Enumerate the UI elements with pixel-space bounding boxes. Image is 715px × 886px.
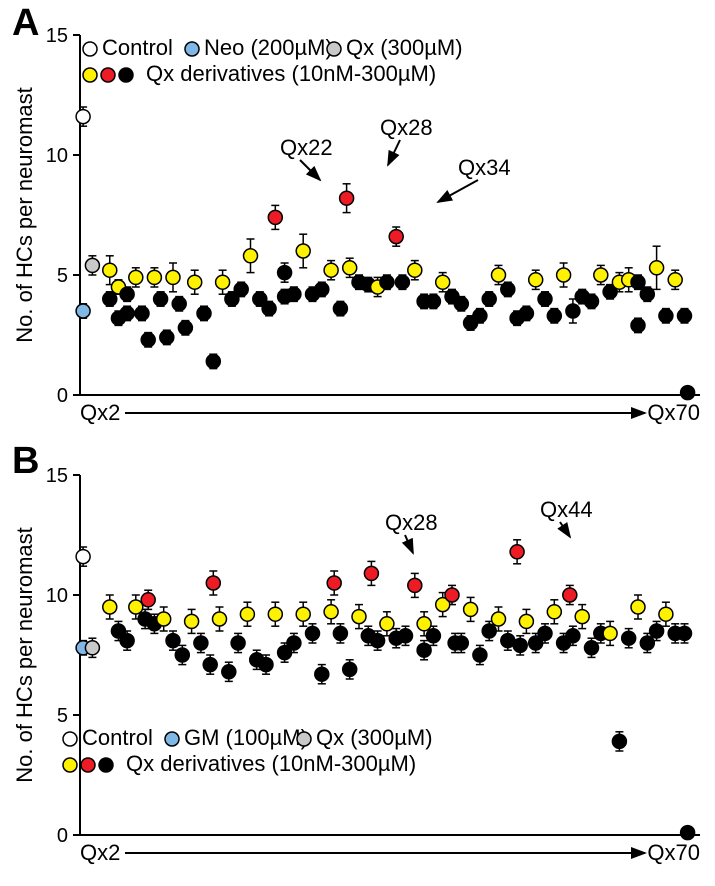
svg-text:Control: Control bbox=[82, 725, 153, 750]
panel-a-chart: 0 5 10 15 No. of HCs per neuromast Qx22 Qx28 Qx… bbox=[0, 0, 715, 445]
svg-text:5: 5 bbox=[57, 705, 68, 727]
svg-text:0: 0 bbox=[57, 825, 68, 847]
svg-text:15: 15 bbox=[46, 465, 68, 487]
svg-text:15: 15 bbox=[46, 25, 68, 47]
svg-text:Qx2: Qx2 bbox=[80, 840, 120, 865]
svg-text:10: 10 bbox=[46, 585, 68, 607]
figure-container: A 051015No. of HCs per neuromastQx22Qx28… bbox=[0, 0, 715, 886]
svg-text:Qx2: Qx2 bbox=[80, 400, 120, 425]
svg-text:Qx (300µM): Qx (300µM) bbox=[316, 725, 433, 750]
svg-text:Qx derivatives (10nM-300µM): Qx derivatives (10nM-300µM) bbox=[126, 751, 416, 776]
svg-text:Qx34: Qx34 bbox=[458, 155, 511, 180]
svg-text:Neo (200µM): Neo (200µM) bbox=[204, 35, 333, 60]
svg-text:Control: Control bbox=[102, 35, 173, 60]
svg-text:Qx70: Qx70 bbox=[647, 400, 700, 425]
svg-text:No. of HCs per neuromast: No. of HCs per neuromast bbox=[12, 527, 37, 783]
panel-b-chart: 0 5 10 15 No. of HCs per neuromast Qx28 Qx44 Qx… bbox=[0, 440, 715, 885]
svg-text:Qx28: Qx28 bbox=[380, 115, 433, 140]
svg-text:Qx (300µM): Qx (300µM) bbox=[346, 35, 463, 60]
svg-text:0: 0 bbox=[57, 385, 68, 407]
svg-text:Qx22: Qx22 bbox=[280, 135, 333, 160]
svg-text:No. of HCs per neuromast: No. of HCs per neuromast bbox=[12, 87, 37, 343]
svg-text:GM (100µM): GM (100µM) bbox=[184, 725, 308, 750]
svg-text:5: 5 bbox=[57, 265, 68, 287]
svg-text:Qx derivatives (10nM-300µM): Qx derivatives (10nM-300µM) bbox=[146, 61, 436, 86]
svg-text:10: 10 bbox=[46, 145, 68, 167]
svg-text:Qx70: Qx70 bbox=[647, 840, 700, 865]
svg-text:Qx28: Qx28 bbox=[385, 510, 438, 535]
svg-text:Qx44: Qx44 bbox=[540, 497, 593, 522]
